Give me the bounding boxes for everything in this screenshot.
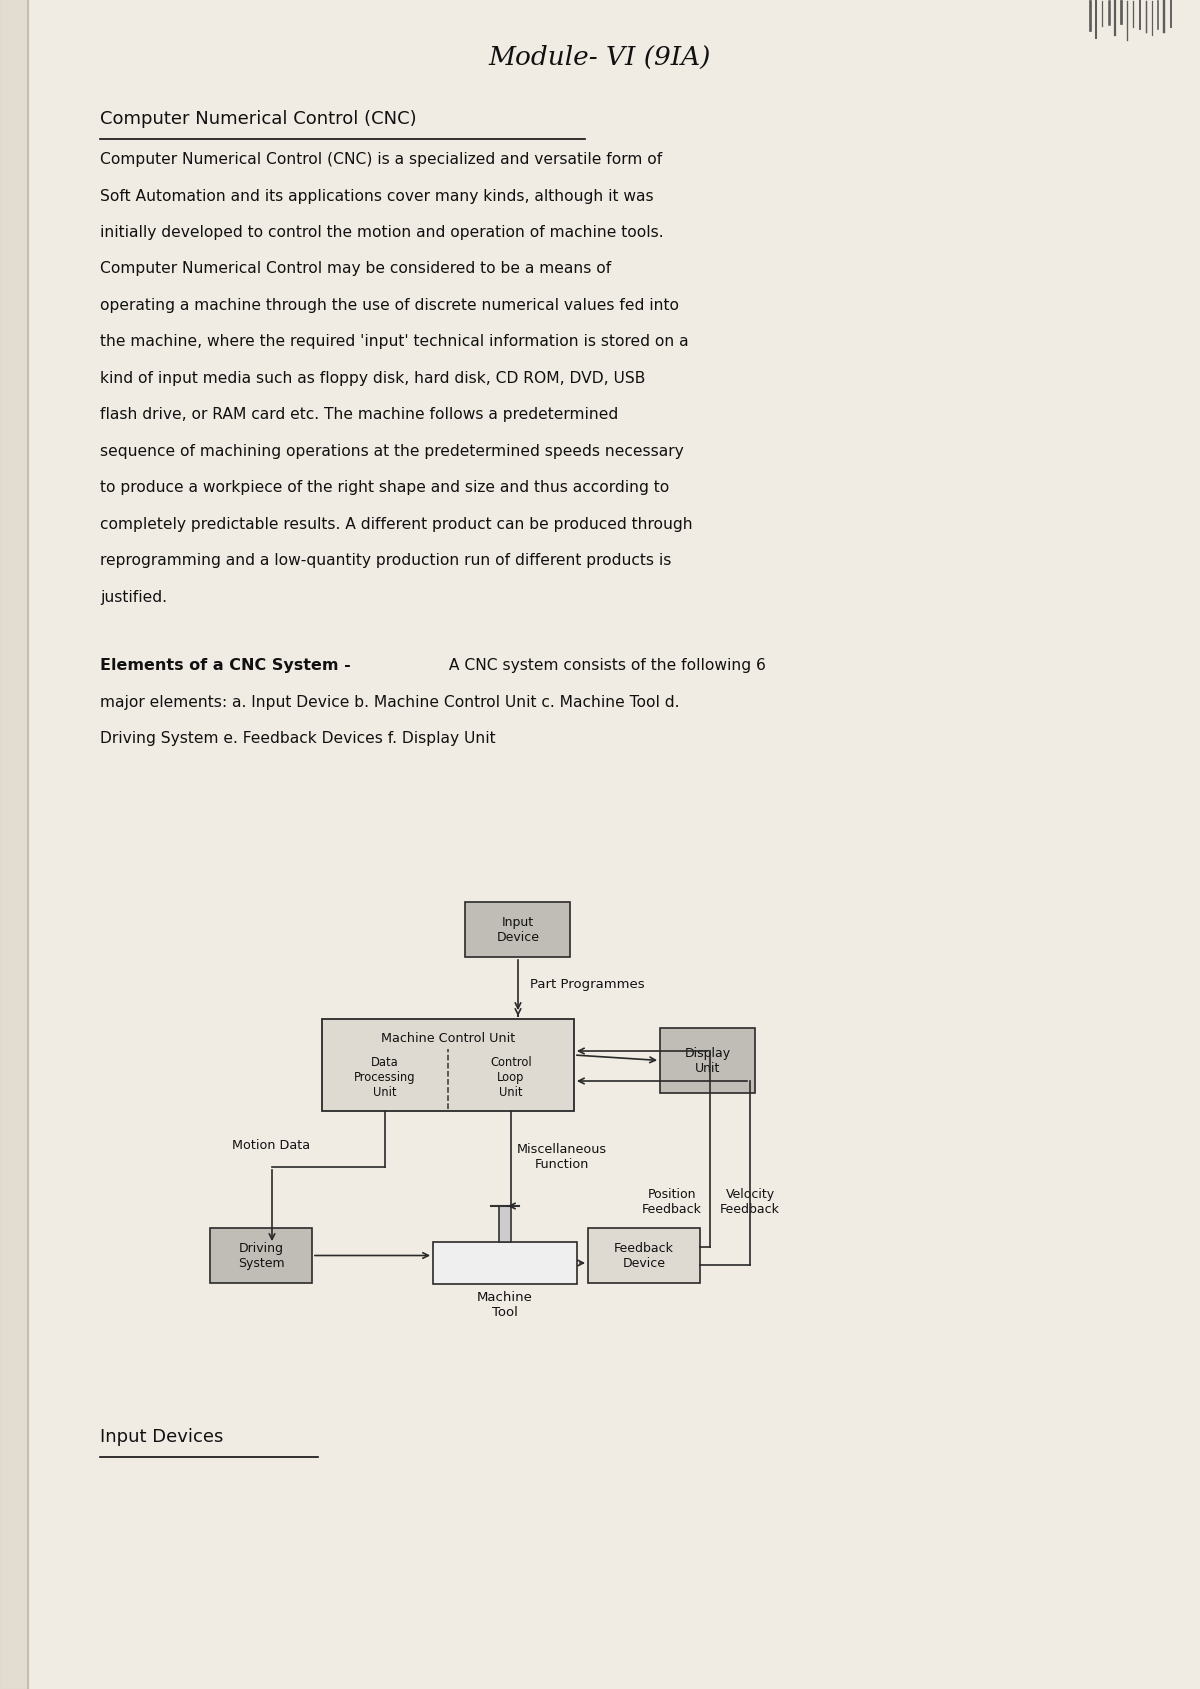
- Text: Motion Data: Motion Data: [232, 1138, 310, 1152]
- Text: Machine
Tool: Machine Tool: [478, 1290, 533, 1317]
- Text: Display
Unit: Display Unit: [684, 1047, 731, 1074]
- Text: Control
Loop
Unit: Control Loop Unit: [490, 1056, 532, 1100]
- Text: Input
Device: Input Device: [497, 915, 540, 944]
- Text: reprogramming and a low-quantity production run of different products is: reprogramming and a low-quantity product…: [100, 554, 671, 568]
- Text: Driving
System: Driving System: [238, 1241, 284, 1270]
- Text: A CNC system consists of the following 6: A CNC system consists of the following 6: [444, 659, 766, 674]
- FancyBboxPatch shape: [466, 902, 570, 958]
- Text: Input Devices: Input Devices: [100, 1427, 223, 1446]
- Text: justified.: justified.: [100, 589, 167, 605]
- Text: major elements: a. Input Device b. Machine Control Unit c. Machine Tool d.: major elements: a. Input Device b. Machi…: [100, 694, 679, 709]
- Text: the machine, where the required 'input' technical information is stored on a: the machine, where the required 'input' …: [100, 334, 689, 350]
- Text: to produce a workpiece of the right shape and size and thus according to: to produce a workpiece of the right shap…: [100, 480, 670, 495]
- Text: Part Programmes: Part Programmes: [530, 978, 644, 991]
- FancyBboxPatch shape: [210, 1228, 312, 1284]
- FancyBboxPatch shape: [322, 1020, 574, 1111]
- Text: Driving System e. Feedback Devices f. Display Unit: Driving System e. Feedback Devices f. Di…: [100, 731, 496, 747]
- Text: flash drive, or RAM card etc. The machine follows a predetermined: flash drive, or RAM card etc. The machin…: [100, 407, 618, 422]
- Text: kind of input media such as floppy disk, hard disk, CD ROM, DVD, USB: kind of input media such as floppy disk,…: [100, 372, 646, 385]
- Text: operating a machine through the use of discrete numerical values fed into: operating a machine through the use of d…: [100, 297, 679, 312]
- Text: Data
Processing
Unit: Data Processing Unit: [354, 1056, 415, 1100]
- Text: Computer Numerical Control (CNC): Computer Numerical Control (CNC): [100, 110, 416, 128]
- FancyBboxPatch shape: [588, 1228, 700, 1284]
- Text: Position
Feedback: Position Feedback: [642, 1187, 702, 1216]
- Text: Velocity
Feedback: Velocity Feedback: [720, 1187, 780, 1216]
- Text: Computer Numerical Control may be considered to be a means of: Computer Numerical Control may be consid…: [100, 262, 611, 277]
- Text: Computer Numerical Control (CNC) is a specialized and versatile form of: Computer Numerical Control (CNC) is a sp…: [100, 152, 662, 167]
- FancyBboxPatch shape: [660, 1029, 755, 1093]
- Text: Module- VI (9IA): Module- VI (9IA): [488, 46, 712, 69]
- FancyBboxPatch shape: [433, 1243, 577, 1284]
- Text: initially developed to control the motion and operation of machine tools.: initially developed to control the motio…: [100, 225, 664, 240]
- Text: Feedback
Device: Feedback Device: [614, 1241, 674, 1270]
- Text: completely predictable results. A different product can be produced through: completely predictable results. A differ…: [100, 517, 692, 532]
- FancyBboxPatch shape: [499, 1206, 511, 1243]
- Text: sequence of machining operations at the predetermined speeds necessary: sequence of machining operations at the …: [100, 444, 684, 459]
- Text: Soft Automation and its applications cover many kinds, although it was: Soft Automation and its applications cov…: [100, 189, 654, 203]
- Text: Machine Control Unit: Machine Control Unit: [380, 1032, 515, 1044]
- Text: Miscellaneous
Function: Miscellaneous Function: [517, 1142, 607, 1170]
- Text: Elements of a CNC System -: Elements of a CNC System -: [100, 659, 356, 674]
